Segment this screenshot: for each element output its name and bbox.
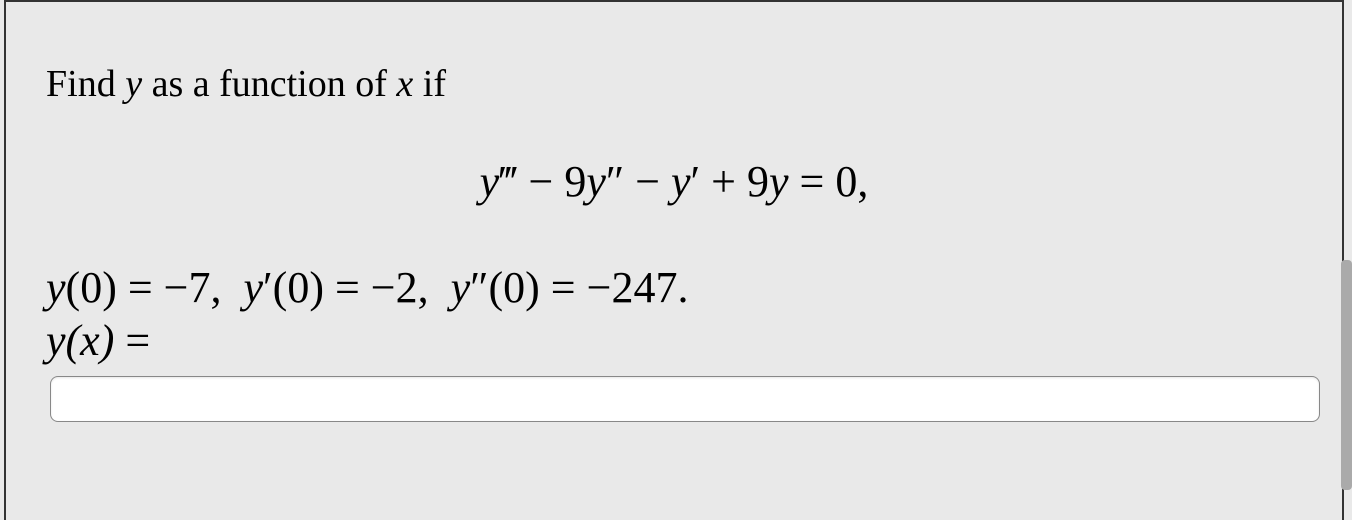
cond3-value: −247 bbox=[587, 263, 678, 312]
intro-var-x: x bbox=[396, 63, 413, 105]
differential-equation: y‴ − 9y″ − y′ + 9y = 0, bbox=[46, 156, 1302, 207]
problem-box: Find y as a function of x if y‴ − 9y″ − … bbox=[4, 0, 1344, 520]
intro-text: Find y as a function of x if bbox=[46, 62, 1302, 106]
cond1-value: −7 bbox=[164, 263, 211, 312]
prompt-lhs: y(x) bbox=[46, 316, 114, 365]
scrollbar-thumb[interactable] bbox=[1341, 260, 1352, 490]
prompt-eq: = bbox=[114, 316, 150, 365]
intro-var-y: y bbox=[125, 63, 142, 105]
intro-part3: if bbox=[413, 63, 446, 105]
cond2-value: −2 bbox=[371, 263, 418, 312]
answer-input[interactable] bbox=[50, 376, 1320, 422]
intro-part2: as a function of bbox=[142, 63, 396, 105]
intro-part1: Find bbox=[46, 63, 125, 105]
answer-prompt: y(x) = bbox=[46, 315, 1302, 366]
content-area: Find y as a function of x if y‴ − 9y″ − … bbox=[6, 2, 1342, 442]
initial-conditions: y(0) = −7, y′(0) = −2, y″(0) = −247. bbox=[46, 262, 1302, 313]
